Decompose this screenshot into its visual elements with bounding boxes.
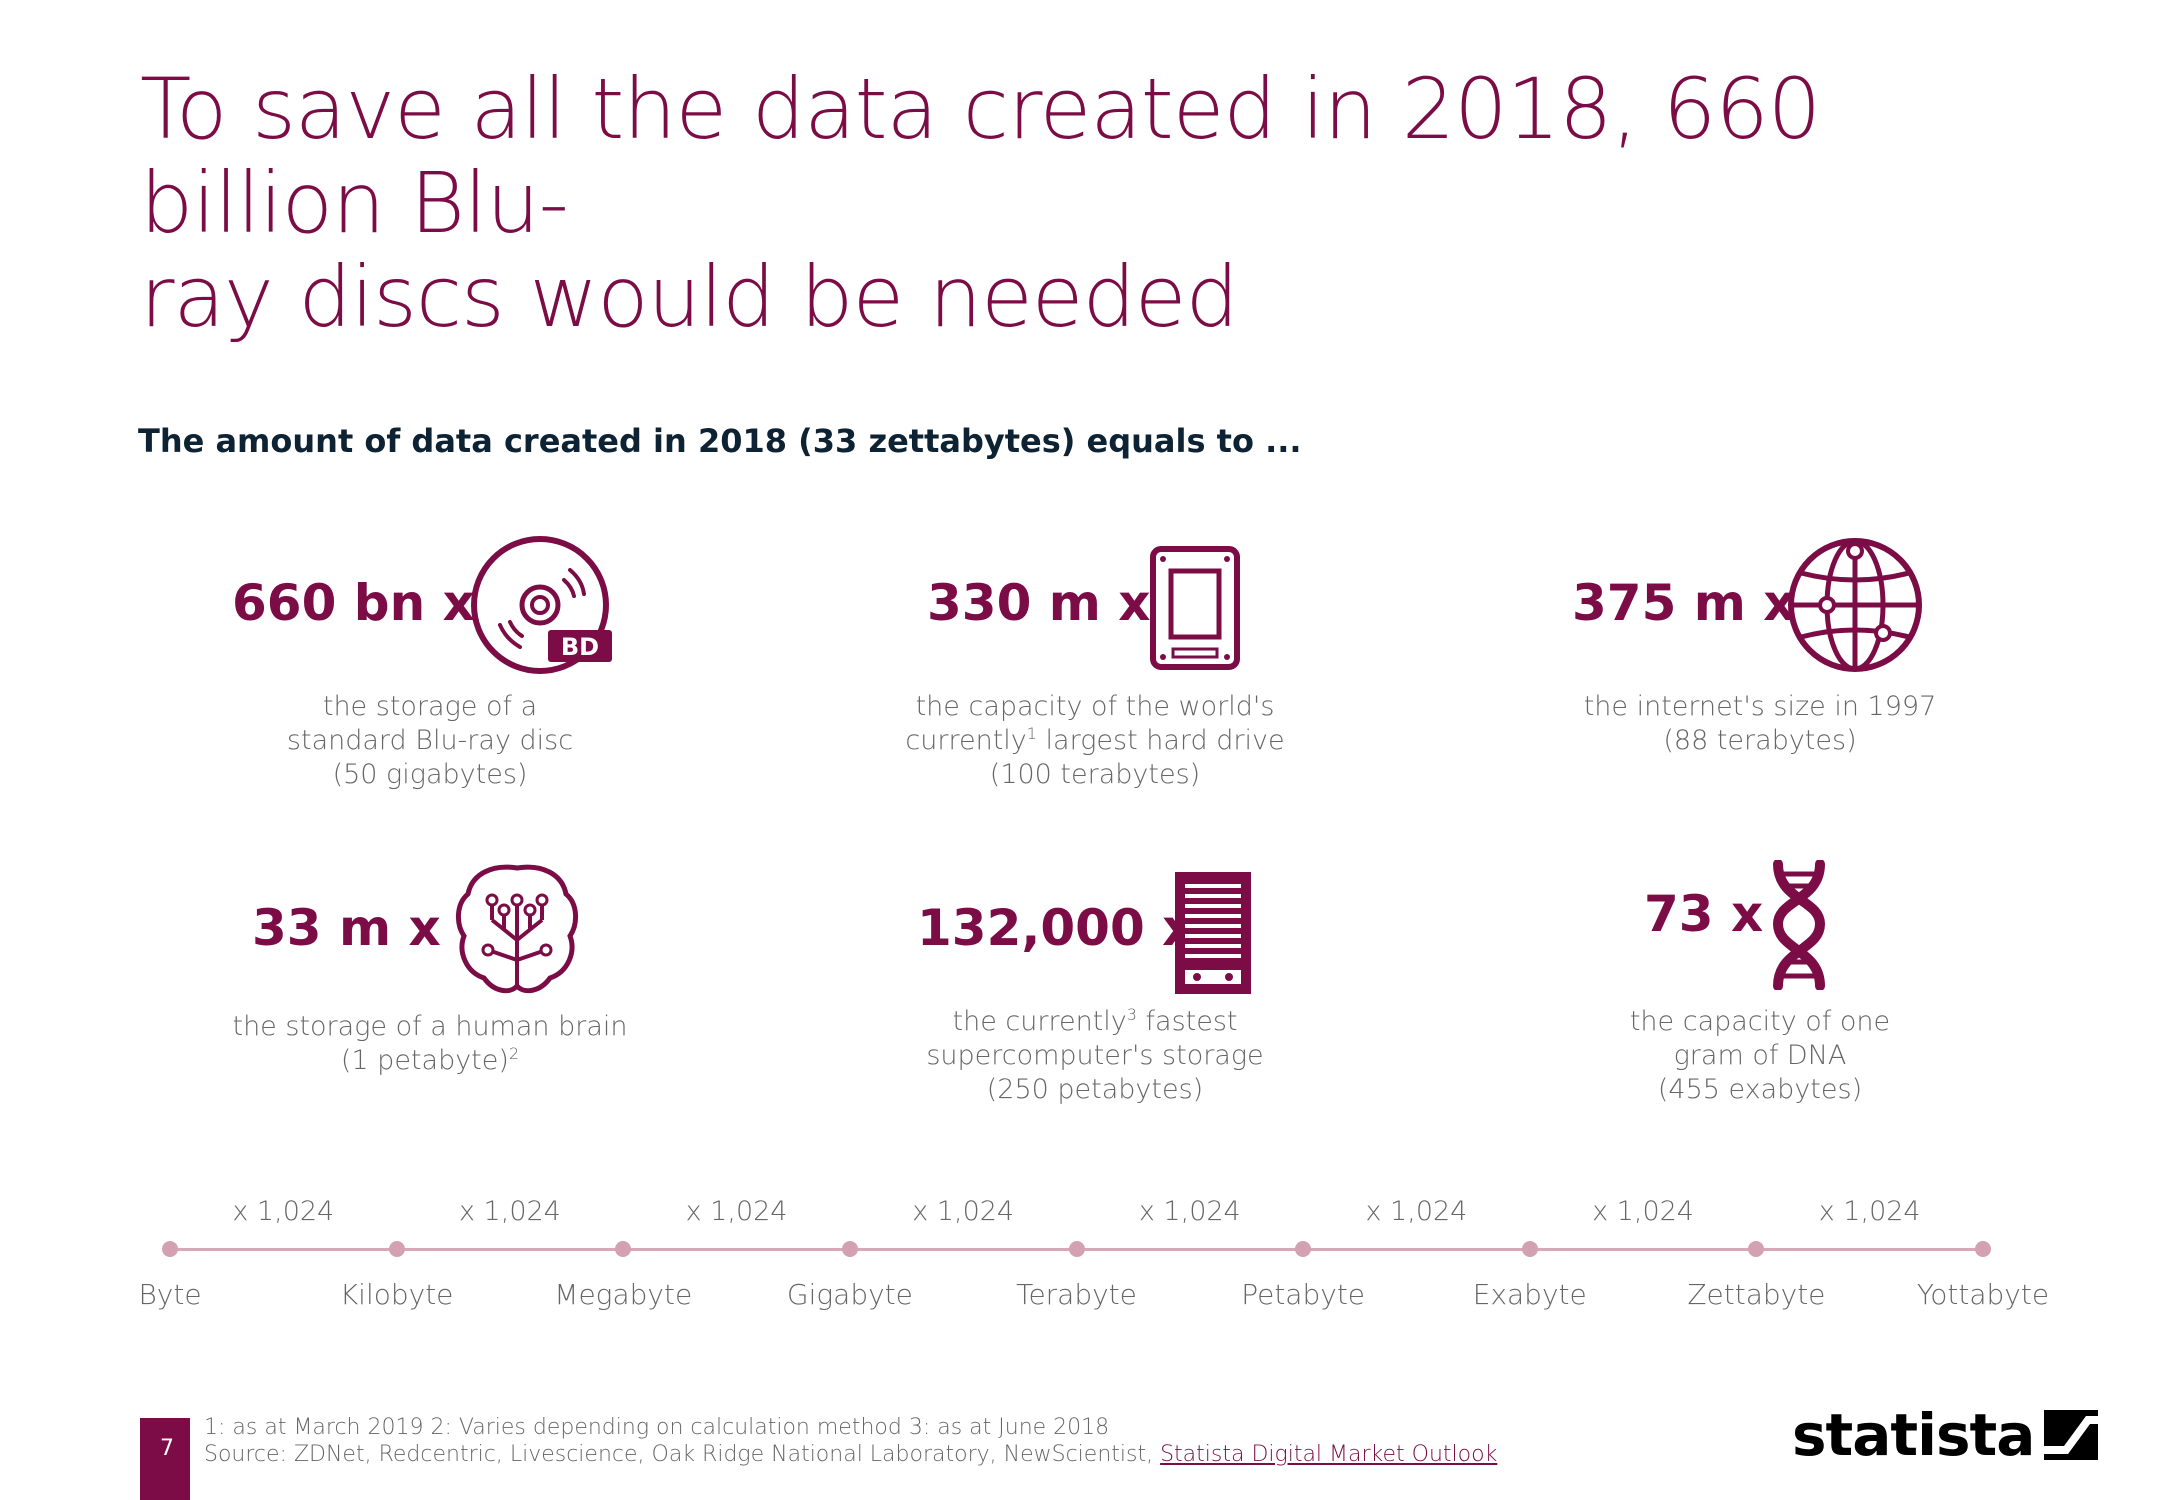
stat-description: the storage of a human brain (1 petabyte… (232, 1011, 628, 1076)
timeline-unit-label: Petabyte (1241, 1278, 1366, 1311)
stat-supercomputer: 132,000 x the currently3 fastest superco… (815, 855, 1515, 1155)
page-number-bar (140, 1418, 190, 1500)
timeline-multiplier: x 1,024 (685, 1196, 788, 1227)
timeline-unit-label: Kilobyte (339, 1278, 454, 1311)
timeline-dot (1068, 1241, 1085, 1257)
timeline-unit-label: Terabyte (1016, 1278, 1137, 1311)
timeline-dot (615, 1241, 632, 1257)
footnotes: 1: as at March 2019 2: Varies depending … (204, 1415, 1110, 1440)
timeline-unit-label: Gigabyte (786, 1278, 913, 1311)
stat-description: the internet's size in 1997 (88 terabyte… (1583, 691, 1937, 756)
brain-icon (456, 864, 578, 994)
title-line-2: ray discs would be needed (140, 248, 1239, 346)
timeline-dot (1295, 1241, 1312, 1257)
stat-value: 132,000 x (917, 899, 1195, 957)
timeline-dot (388, 1241, 405, 1257)
timeline-multiplier: x 1,024 (1138, 1196, 1241, 1227)
timeline-multiplier: x 1,024 (1365, 1196, 1468, 1227)
stat-value: 33 m x (252, 899, 441, 957)
stat-value: 375 m x (1572, 574, 1796, 632)
source-link[interactable]: Statista Digital Market Outlook (1160, 1442, 1498, 1467)
timeline-dot (162, 1241, 178, 1257)
dna-icon (1772, 860, 1826, 990)
timeline-multiplier: x 1,024 (1818, 1196, 1921, 1227)
timeline-dot (1521, 1241, 1538, 1257)
statista-logo-icon (2044, 1410, 2099, 1460)
page-title: To save all the data created in 2018, 66… (140, 62, 2040, 344)
stat-brain: 33 m x the storage of a human brain (1 p… (160, 855, 860, 1155)
timeline-multiplier: x 1,024 (232, 1196, 335, 1227)
timeline-unit-label: Zettabyte (1687, 1278, 1826, 1311)
stat-value: 73 x (1644, 885, 1764, 943)
stat-hard-drive: 330 m x the capacity of the world's curr… (815, 530, 1515, 830)
globe-network-icon (1788, 538, 1922, 672)
timeline-multiplier: x 1,024 (459, 1196, 561, 1227)
bluray-logo-text: BD (561, 633, 599, 661)
stat-value: 660 bn x (232, 574, 475, 632)
timeline-multiplier: x 1,024 (912, 1196, 1015, 1227)
timeline-multiplier: x 1,024 (1592, 1196, 1694, 1227)
page-number: 7 (160, 1436, 174, 1461)
stat-description: the capacity of the world's currently1 l… (905, 691, 1285, 790)
stat-value: 330 m x (927, 574, 1151, 632)
server-icon (1175, 872, 1251, 994)
timeline-dot (1748, 1241, 1765, 1257)
logo-text: statista (1792, 1401, 2035, 1469)
timeline-dot (1975, 1241, 1991, 1257)
source-line: Source: ZDNet, Redcentric, Livescience, … (204, 1442, 1497, 1467)
stat-dna: 73 x the capacity of one gram of DNA (45… (1480, 855, 2167, 1155)
stat-bluray: 660 bn x BD the storage of a standard Bl… (160, 530, 860, 830)
subtitle: The amount of data created in 2018 (33 z… (138, 422, 1302, 460)
hard-drive-icon (1150, 546, 1240, 670)
bluray-disc-icon: BD (471, 536, 612, 674)
timeline-unit-label: Megabyte (554, 1278, 693, 1311)
source-text: Source: ZDNet, Redcentric, Livescience, … (204, 1442, 1161, 1467)
stat-internet: 375 m x the internet's size in 1997 (88 … (1480, 530, 2167, 830)
timeline-unit-label: Exabyte (1472, 1278, 1587, 1311)
stat-description: the storage of a standard Blu-ray disc (… (286, 691, 574, 790)
timeline-unit-label: Byte (138, 1278, 202, 1311)
timeline-dot (841, 1241, 858, 1257)
stat-description: the currently3 fastest supercomputer's s… (926, 1005, 1264, 1105)
title-line-1: To save all the data created in 2018, 66… (140, 60, 1821, 252)
timeline-unit-label: Yottabyte (1916, 1278, 2050, 1311)
stat-description: the capacity of one gram of DNA (455 exa… (1629, 1006, 1891, 1105)
statista-logo: statista (1792, 1400, 2099, 1470)
